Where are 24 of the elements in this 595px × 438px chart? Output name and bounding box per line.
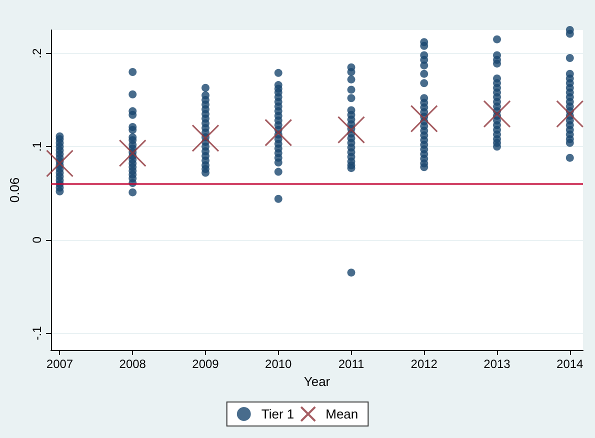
y-tick-label: .2	[30, 48, 44, 58]
x-tick-label: 2007	[46, 357, 74, 371]
point	[192, 124, 220, 152]
x-tick-label: 2013	[484, 357, 511, 371]
point	[556, 100, 584, 128]
y-axis-title: 0.06	[7, 177, 22, 203]
point	[410, 104, 438, 132]
x-tick-label: 2012	[410, 357, 438, 371]
x-tick-label: 2008	[119, 357, 146, 371]
x-tick-label: 2009	[192, 357, 220, 371]
legend-label: Mean	[326, 406, 358, 422]
y-tick-label: 0	[30, 236, 44, 244]
point	[118, 139, 146, 167]
y-tick-label: .1	[30, 141, 44, 152]
x-tick-label: 2014	[556, 357, 584, 371]
point	[264, 118, 292, 146]
point	[337, 116, 366, 144]
point	[46, 150, 74, 178]
x-tick-label: 2010	[265, 357, 292, 371]
legend-label: Tier 1	[261, 406, 294, 422]
y-tick-label: -.1	[30, 326, 44, 340]
point	[483, 100, 511, 128]
x-axis-title: Year	[304, 374, 331, 389]
x-tick-label: 2011	[338, 357, 364, 371]
